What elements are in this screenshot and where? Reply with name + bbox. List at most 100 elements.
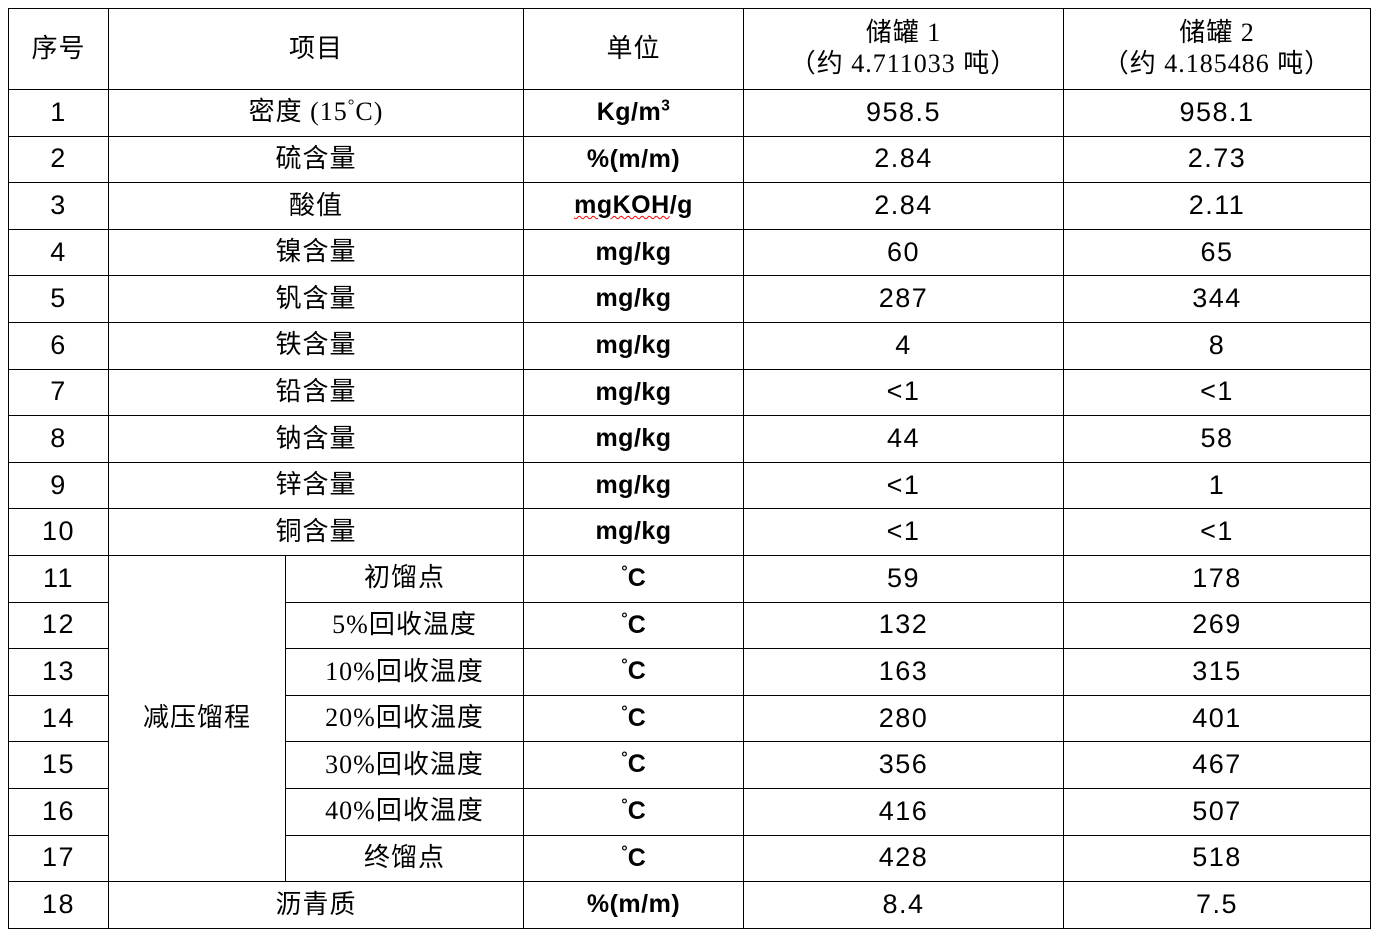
row-tank1-value: 8.4 bbox=[743, 881, 1065, 929]
row-item: 锌含量 bbox=[107, 461, 525, 510]
row-unit-text: Kg/m bbox=[596, 98, 662, 127]
row-seq: 11 bbox=[8, 554, 109, 603]
row-tank2-value: <1 bbox=[1063, 368, 1372, 417]
header-tank-1-title: 储罐 1 bbox=[865, 18, 942, 48]
header-tank-2-title: 储罐 2 bbox=[1179, 18, 1255, 48]
row-tank2-value: 2.11 bbox=[1063, 182, 1372, 230]
row-item: 铁含量 bbox=[107, 321, 525, 370]
distillation-group-label: 减压馏程 bbox=[108, 554, 286, 883]
crude-oil-spec-table: 序号 项目 单位 储罐 1 （约 4.711033 吨） 储罐 2 （约 4.1… bbox=[8, 8, 1372, 929]
table-header-row: 序号 项目 单位 储罐 1 （约 4.711033 吨） 储罐 2 （约 4.1… bbox=[8, 8, 1372, 90]
row-unit: Kg/m3 bbox=[523, 89, 745, 137]
header-tank-2-weight: （约 4.185486 吨） bbox=[1102, 49, 1332, 78]
table-row: 1 密度 (15°C) Kg/m3 958.5 958.1 bbox=[8, 89, 1372, 137]
row-seq: 2 bbox=[8, 135, 109, 184]
row-tank2-value: 65 bbox=[1063, 228, 1372, 277]
row-item: 沥青质 bbox=[107, 881, 525, 929]
table-row: 13 10%回收温度 °C 163 315 bbox=[8, 648, 1372, 696]
row-subitem: 40%回收温度 bbox=[284, 787, 525, 836]
row-unit: mgKOH/g bbox=[523, 182, 745, 230]
row-tank1-value: 132 bbox=[743, 601, 1065, 650]
row-item: 铜含量 bbox=[107, 508, 525, 556]
row-subitem: 初馏点 bbox=[284, 554, 525, 603]
row-unit-suffix: /g bbox=[669, 191, 693, 220]
table-row: 14 20%回收温度 °C 280 401 bbox=[8, 694, 1372, 743]
row-unit: °C bbox=[523, 554, 745, 603]
row-unit: °C bbox=[523, 741, 745, 789]
row-tank2-value: 507 bbox=[1063, 787, 1372, 836]
row-unit: °C bbox=[523, 694, 745, 743]
row-seq: 4 bbox=[8, 228, 109, 277]
table-row: 16 40%回收温度 °C 416 507 bbox=[8, 787, 1372, 836]
row-tank1-value: 356 bbox=[743, 741, 1065, 789]
row-unit-text: C bbox=[627, 796, 646, 825]
row-seq: 9 bbox=[8, 461, 109, 510]
document-page: 序号 项目 单位 储罐 1 （约 4.711033 吨） 储罐 2 （约 4.1… bbox=[8, 8, 1372, 929]
row-tank2-value: 1 bbox=[1063, 461, 1372, 510]
row-unit: mg/kg bbox=[523, 368, 745, 417]
row-item-tail: C) bbox=[355, 97, 384, 127]
row-tank1-value: 4 bbox=[743, 321, 1065, 370]
table-row: 2 硫含量 %(m/m) 2.84 2.73 bbox=[8, 135, 1372, 184]
row-tank2-value: <1 bbox=[1063, 508, 1372, 556]
header-tank-1: 储罐 1 （约 4.711033 吨） bbox=[743, 8, 1065, 90]
degree-symbol: ° bbox=[621, 843, 628, 861]
row-tank1-value: 416 bbox=[743, 787, 1065, 836]
row-seq: 6 bbox=[8, 321, 109, 370]
row-item-text: 密度 (15 bbox=[248, 97, 348, 127]
row-unit-text: C bbox=[627, 703, 646, 732]
row-seq: 17 bbox=[8, 834, 109, 883]
degree-symbol: ° bbox=[621, 563, 628, 581]
degree-symbol: ° bbox=[621, 750, 628, 768]
row-unit: mg/kg bbox=[523, 415, 745, 463]
row-unit: °C bbox=[523, 601, 745, 650]
table-row: 3 酸值 mgKOH/g 2.84 2.11 bbox=[8, 182, 1372, 230]
row-unit: mg/kg bbox=[523, 275, 745, 323]
header-seq: 序号 bbox=[8, 8, 109, 90]
row-item: 密度 (15°C) bbox=[107, 89, 525, 137]
row-tank1-value: 2.84 bbox=[743, 182, 1065, 230]
row-subitem: 终馏点 bbox=[284, 834, 525, 883]
row-subitem: 5%回收温度 bbox=[284, 601, 525, 650]
row-unit-text: C bbox=[627, 563, 646, 592]
row-subitem: 30%回收温度 bbox=[284, 741, 525, 789]
row-tank2-value: 401 bbox=[1063, 694, 1372, 743]
table-row: 11 减压馏程 初馏点 °C 59 178 bbox=[8, 554, 1372, 883]
row-seq: 8 bbox=[8, 415, 109, 463]
row-tank1-value: <1 bbox=[743, 368, 1065, 417]
row-tank2-value: 958.1 bbox=[1063, 89, 1372, 137]
row-tank2-value: 518 bbox=[1063, 834, 1372, 883]
row-seq: 15 bbox=[8, 741, 109, 789]
row-seq: 1 bbox=[8, 89, 109, 137]
header-unit: 单位 bbox=[523, 8, 745, 90]
row-item: 钒含量 bbox=[107, 275, 525, 323]
table-row: 4 镍含量 mg/kg 60 65 bbox=[8, 228, 1372, 277]
row-tank1-value: 280 bbox=[743, 694, 1065, 743]
row-subitem: 20%回收温度 bbox=[284, 694, 525, 743]
row-tank1-value: <1 bbox=[743, 508, 1065, 556]
row-tank1-value: 958.5 bbox=[743, 89, 1065, 137]
row-tank1-value: 60 bbox=[743, 228, 1065, 277]
table-row: 10 铜含量 mg/kg <1 <1 bbox=[8, 508, 1372, 556]
row-tank1-value: 2.84 bbox=[743, 135, 1065, 184]
row-item: 镍含量 bbox=[107, 228, 525, 277]
row-seq: 16 bbox=[8, 787, 109, 836]
row-seq: 13 bbox=[8, 648, 109, 696]
row-tank2-value: 269 bbox=[1063, 601, 1372, 650]
table-row: 8 钠含量 mg/kg 44 58 bbox=[8, 415, 1372, 463]
row-tank1-value: 44 bbox=[743, 415, 1065, 463]
table-row: 18 沥青质 %(m/m) 8.4 7.5 bbox=[8, 881, 1372, 929]
row-tank2-value: 344 bbox=[1063, 275, 1372, 323]
row-seq: 18 bbox=[8, 881, 109, 929]
row-tank2-value: 467 bbox=[1063, 741, 1372, 789]
degree-symbol: ° bbox=[621, 610, 628, 628]
row-tank2-value: 2.73 bbox=[1063, 135, 1372, 184]
header-tank-2: 储罐 2 （约 4.185486 吨） bbox=[1063, 8, 1372, 90]
row-tank2-value: 7.5 bbox=[1063, 881, 1372, 929]
row-item: 酸值 bbox=[107, 182, 525, 230]
row-unit-text: C bbox=[627, 750, 646, 779]
row-tank1-value: 428 bbox=[743, 834, 1065, 883]
row-unit: °C bbox=[523, 648, 745, 696]
row-tank1-value: 163 bbox=[743, 648, 1065, 696]
row-unit: °C bbox=[523, 787, 745, 836]
